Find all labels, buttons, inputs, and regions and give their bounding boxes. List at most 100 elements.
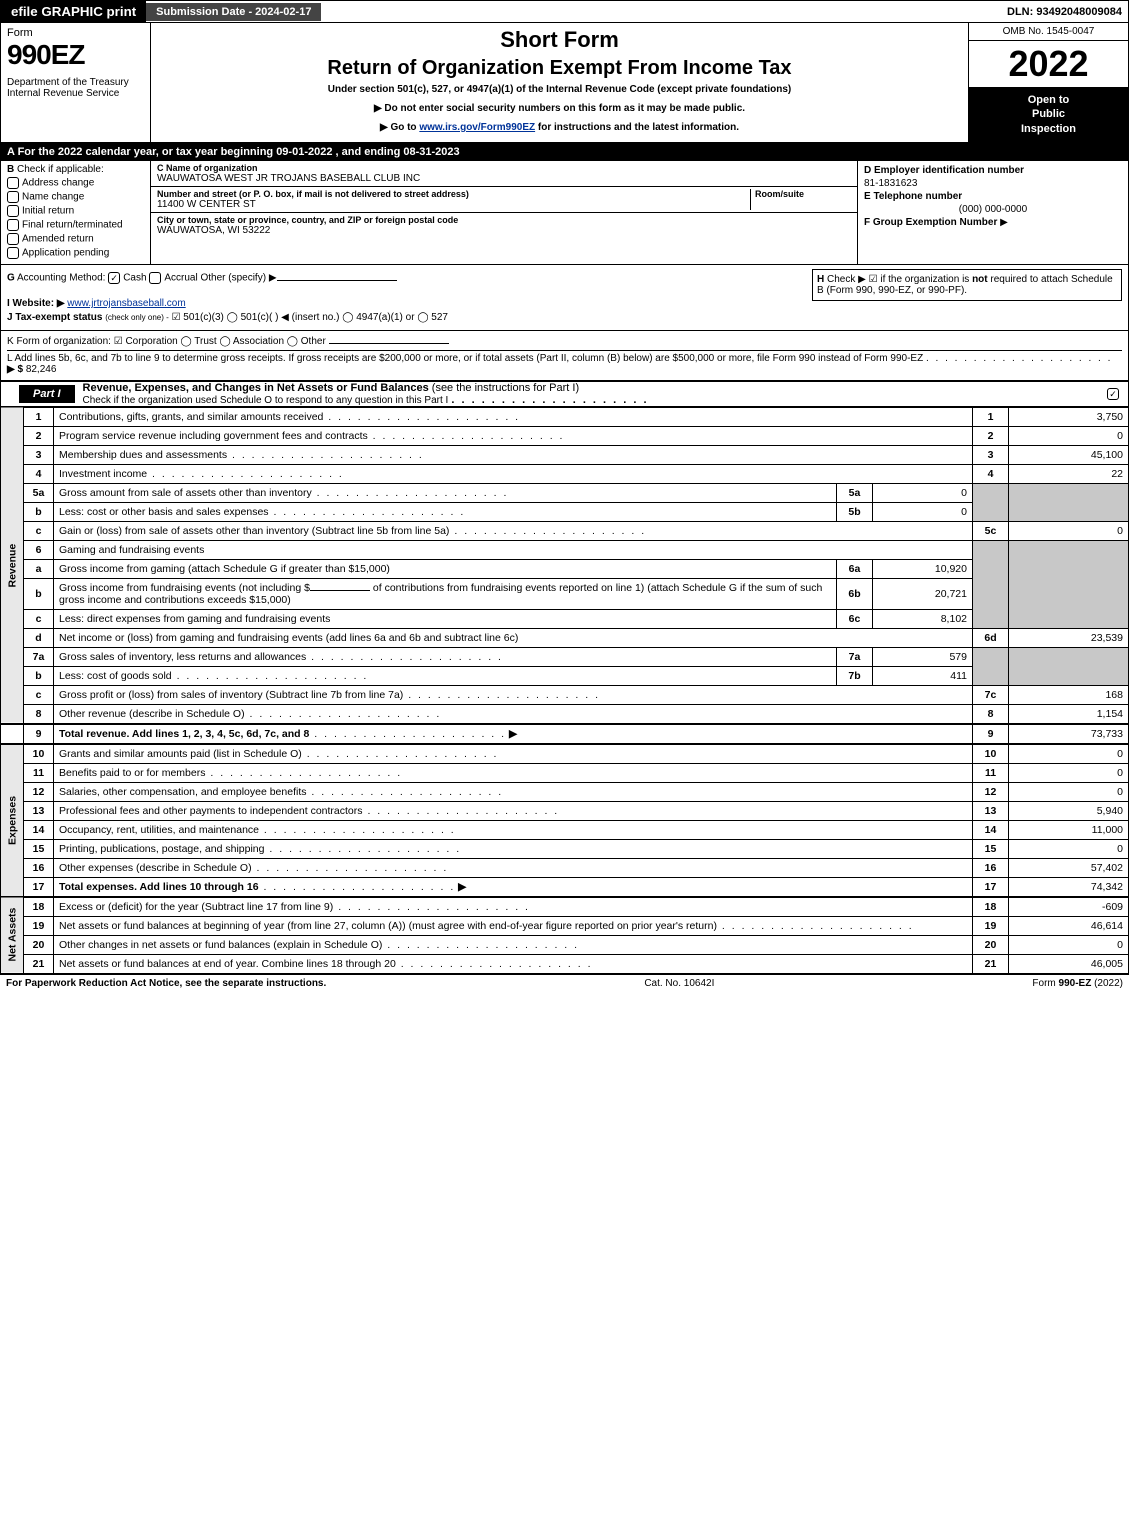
- line-7b-desc: Less: cost of goods sold: [59, 670, 172, 682]
- line-6abc-gray: [973, 540, 1009, 628]
- line-19-val: 46,614: [1009, 916, 1129, 935]
- line-7ab-gray: [973, 647, 1009, 685]
- line-3-rn: 3: [973, 445, 1009, 464]
- netassets-side-label: Net Assets: [1, 897, 24, 974]
- website-link[interactable]: www.jrtrojansbaseball.com: [67, 298, 185, 309]
- line-6b-mn: 6b: [837, 578, 873, 609]
- g-label: G: [7, 273, 15, 284]
- line-6d-num: d: [24, 628, 54, 647]
- line-6d-rn: 6d: [973, 628, 1009, 647]
- irs-link[interactable]: www.irs.gov/Form990EZ: [419, 122, 535, 133]
- chk-address-change[interactable]: [7, 177, 19, 189]
- short-form-title: Short Form: [159, 27, 960, 53]
- org-street: 11400 W CENTER ST: [157, 199, 746, 210]
- line-19-num: 19: [24, 916, 54, 935]
- instr2-post: for instructions and the latest informat…: [538, 122, 739, 133]
- chk-schedule-o[interactable]: ✓: [1107, 388, 1119, 400]
- section-bcde: B Check if applicable: Address change Na…: [0, 161, 1129, 265]
- line-19-desc: Net assets or fund balances at beginning…: [59, 920, 717, 932]
- c-city-label: City or town, state or province, country…: [157, 215, 851, 225]
- line-7b-mv: 411: [873, 666, 973, 685]
- line-21-desc: Net assets or fund balances at end of ye…: [59, 958, 396, 970]
- lbl-name-change: Name change: [22, 192, 84, 203]
- line-8-desc: Other revenue (describe in Schedule O): [59, 708, 245, 720]
- chk-final-return[interactable]: [7, 219, 19, 231]
- line-5a-desc: Gross amount from sale of assets other t…: [59, 487, 312, 499]
- tax-year: 2022: [969, 41, 1128, 87]
- line-5b-mv: 0: [873, 502, 973, 521]
- line-13-num: 13: [24, 801, 54, 820]
- line-15-val: 0: [1009, 839, 1129, 858]
- line-21-num: 21: [24, 954, 54, 973]
- chk-accrual[interactable]: [149, 272, 161, 284]
- footer-left: For Paperwork Reduction Act Notice, see …: [6, 978, 326, 989]
- line-2-rn: 2: [973, 426, 1009, 445]
- lbl-other: Other (specify) ▶: [200, 273, 276, 284]
- line-12-val: 0: [1009, 782, 1129, 801]
- rev-spacer: [1, 724, 24, 744]
- l-dots: [926, 353, 1112, 364]
- h-label: H: [817, 274, 824, 285]
- part1-checkline: Check if the organization used Schedule …: [83, 395, 449, 406]
- line-11-desc: Benefits paid to or for members: [59, 767, 205, 779]
- omb-number: OMB No. 1545-0047: [969, 23, 1128, 41]
- line-20-desc: Other changes in net assets or fund bala…: [59, 939, 382, 951]
- line-1-rn: 1: [973, 407, 1009, 426]
- line-12-desc: Salaries, other compensation, and employ…: [59, 786, 306, 798]
- section-kl: K Form of organization: ☑ Corporation ◯ …: [0, 331, 1129, 382]
- line-14-num: 14: [24, 820, 54, 839]
- line-8-rn: 8: [973, 704, 1009, 724]
- chk-app-pending[interactable]: [7, 247, 19, 259]
- lbl-cash: Cash: [123, 273, 146, 284]
- col-b-checkboxes: B Check if applicable: Address change Na…: [1, 161, 151, 264]
- page-footer: For Paperwork Reduction Act Notice, see …: [0, 974, 1129, 992]
- line-16-num: 16: [24, 858, 54, 877]
- k-text: Form of organization: ☑ Corporation ◯ Tr…: [16, 336, 325, 347]
- line-5b-mn: 5b: [837, 502, 873, 521]
- g-other-blank[interactable]: [277, 280, 397, 281]
- submission-date: Submission Date - 2024-02-17: [146, 3, 321, 21]
- line-3-desc: Membership dues and assessments: [59, 449, 227, 461]
- line-7b-num: b: [24, 666, 54, 685]
- line-6c-mv: 8,102: [873, 609, 973, 628]
- chk-amended-return[interactable]: [7, 233, 19, 245]
- line-10-num: 10: [24, 744, 54, 764]
- line-9-val: 73,733: [1009, 724, 1129, 744]
- line-2-desc: Program service revenue including govern…: [59, 430, 368, 442]
- revenue-side-label: Revenue: [1, 407, 24, 724]
- line-10-desc: Grants and similar amounts paid (list in…: [59, 748, 302, 760]
- line-20-num: 20: [24, 935, 54, 954]
- line-18-val: -609: [1009, 897, 1129, 917]
- line-7a-num: 7a: [24, 647, 54, 666]
- form-header: Form 990EZ Department of the Treasury In…: [0, 23, 1129, 143]
- b-label: B: [7, 164, 14, 175]
- line-6a-mn: 6a: [837, 559, 873, 578]
- d-ein-value: 81-1831623: [864, 178, 1122, 189]
- efile-print-button[interactable]: efile GRAPHIC print: [1, 1, 146, 22]
- top-bar: efile GRAPHIC print Submission Date - 20…: [0, 0, 1129, 23]
- line-18-num: 18: [24, 897, 54, 917]
- line-4-rn: 4: [973, 464, 1009, 483]
- return-title: Return of Organization Exempt From Incom…: [159, 57, 960, 80]
- line-5a-mn: 5a: [837, 483, 873, 502]
- line-9-arrow: ▶: [509, 728, 517, 740]
- line-21-rn: 21: [973, 954, 1009, 973]
- instr-link: ▶ Go to www.irs.gov/Form990EZ for instru…: [159, 122, 960, 133]
- line-5c-desc: Gain or (loss) from sale of assets other…: [59, 525, 449, 537]
- col-de: D Employer identification number 81-1831…: [858, 161, 1128, 264]
- d-ein-label: D Employer identification number: [864, 165, 1024, 176]
- line-3-val: 45,100: [1009, 445, 1129, 464]
- line-18-desc: Excess or (deficit) for the year (Subtra…: [59, 901, 333, 913]
- line-7a-mn: 7a: [837, 647, 873, 666]
- line-6b-blank[interactable]: [310, 590, 370, 591]
- chk-cash[interactable]: ✓: [108, 272, 120, 284]
- line-5a-mv: 0: [873, 483, 973, 502]
- line-11-val: 0: [1009, 763, 1129, 782]
- chk-initial-return[interactable]: [7, 205, 19, 217]
- lbl-amended-return: Amended return: [22, 234, 94, 245]
- line-14-val: 11,000: [1009, 820, 1129, 839]
- footer-mid: Cat. No. 10642I: [644, 978, 714, 989]
- k-other-blank[interactable]: [329, 343, 449, 344]
- lbl-initial-return: Initial return: [22, 206, 74, 217]
- chk-name-change[interactable]: [7, 191, 19, 203]
